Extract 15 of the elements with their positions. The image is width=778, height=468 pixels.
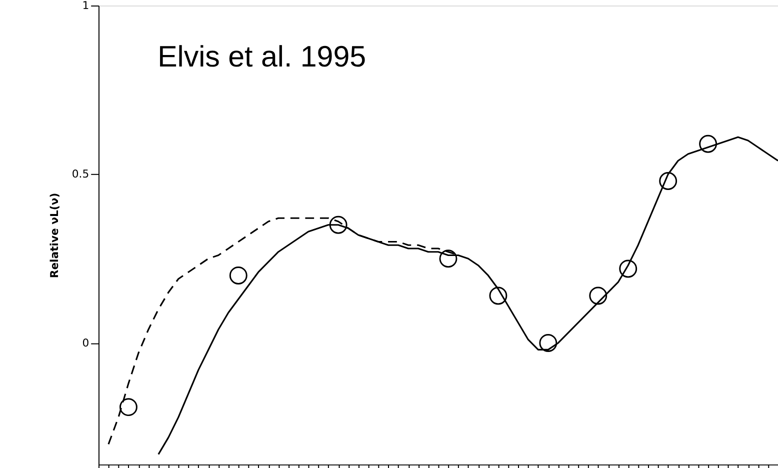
y-axis-title: Relative νL(ν) <box>48 192 62 278</box>
point <box>699 134 718 153</box>
point <box>229 266 248 284</box>
y-tick-label: 1 <box>82 0 90 12</box>
point <box>589 286 608 305</box>
annotation: Elvis et al. 1995 <box>158 40 366 74</box>
point <box>439 250 458 268</box>
point <box>619 260 638 278</box>
point <box>659 172 678 190</box>
point <box>539 334 558 352</box>
point <box>329 216 348 234</box>
y-tick-label: 0.5 <box>72 168 90 181</box>
point <box>119 398 138 416</box>
y-tick-label: 0 <box>82 336 90 350</box>
point <box>489 286 508 305</box>
